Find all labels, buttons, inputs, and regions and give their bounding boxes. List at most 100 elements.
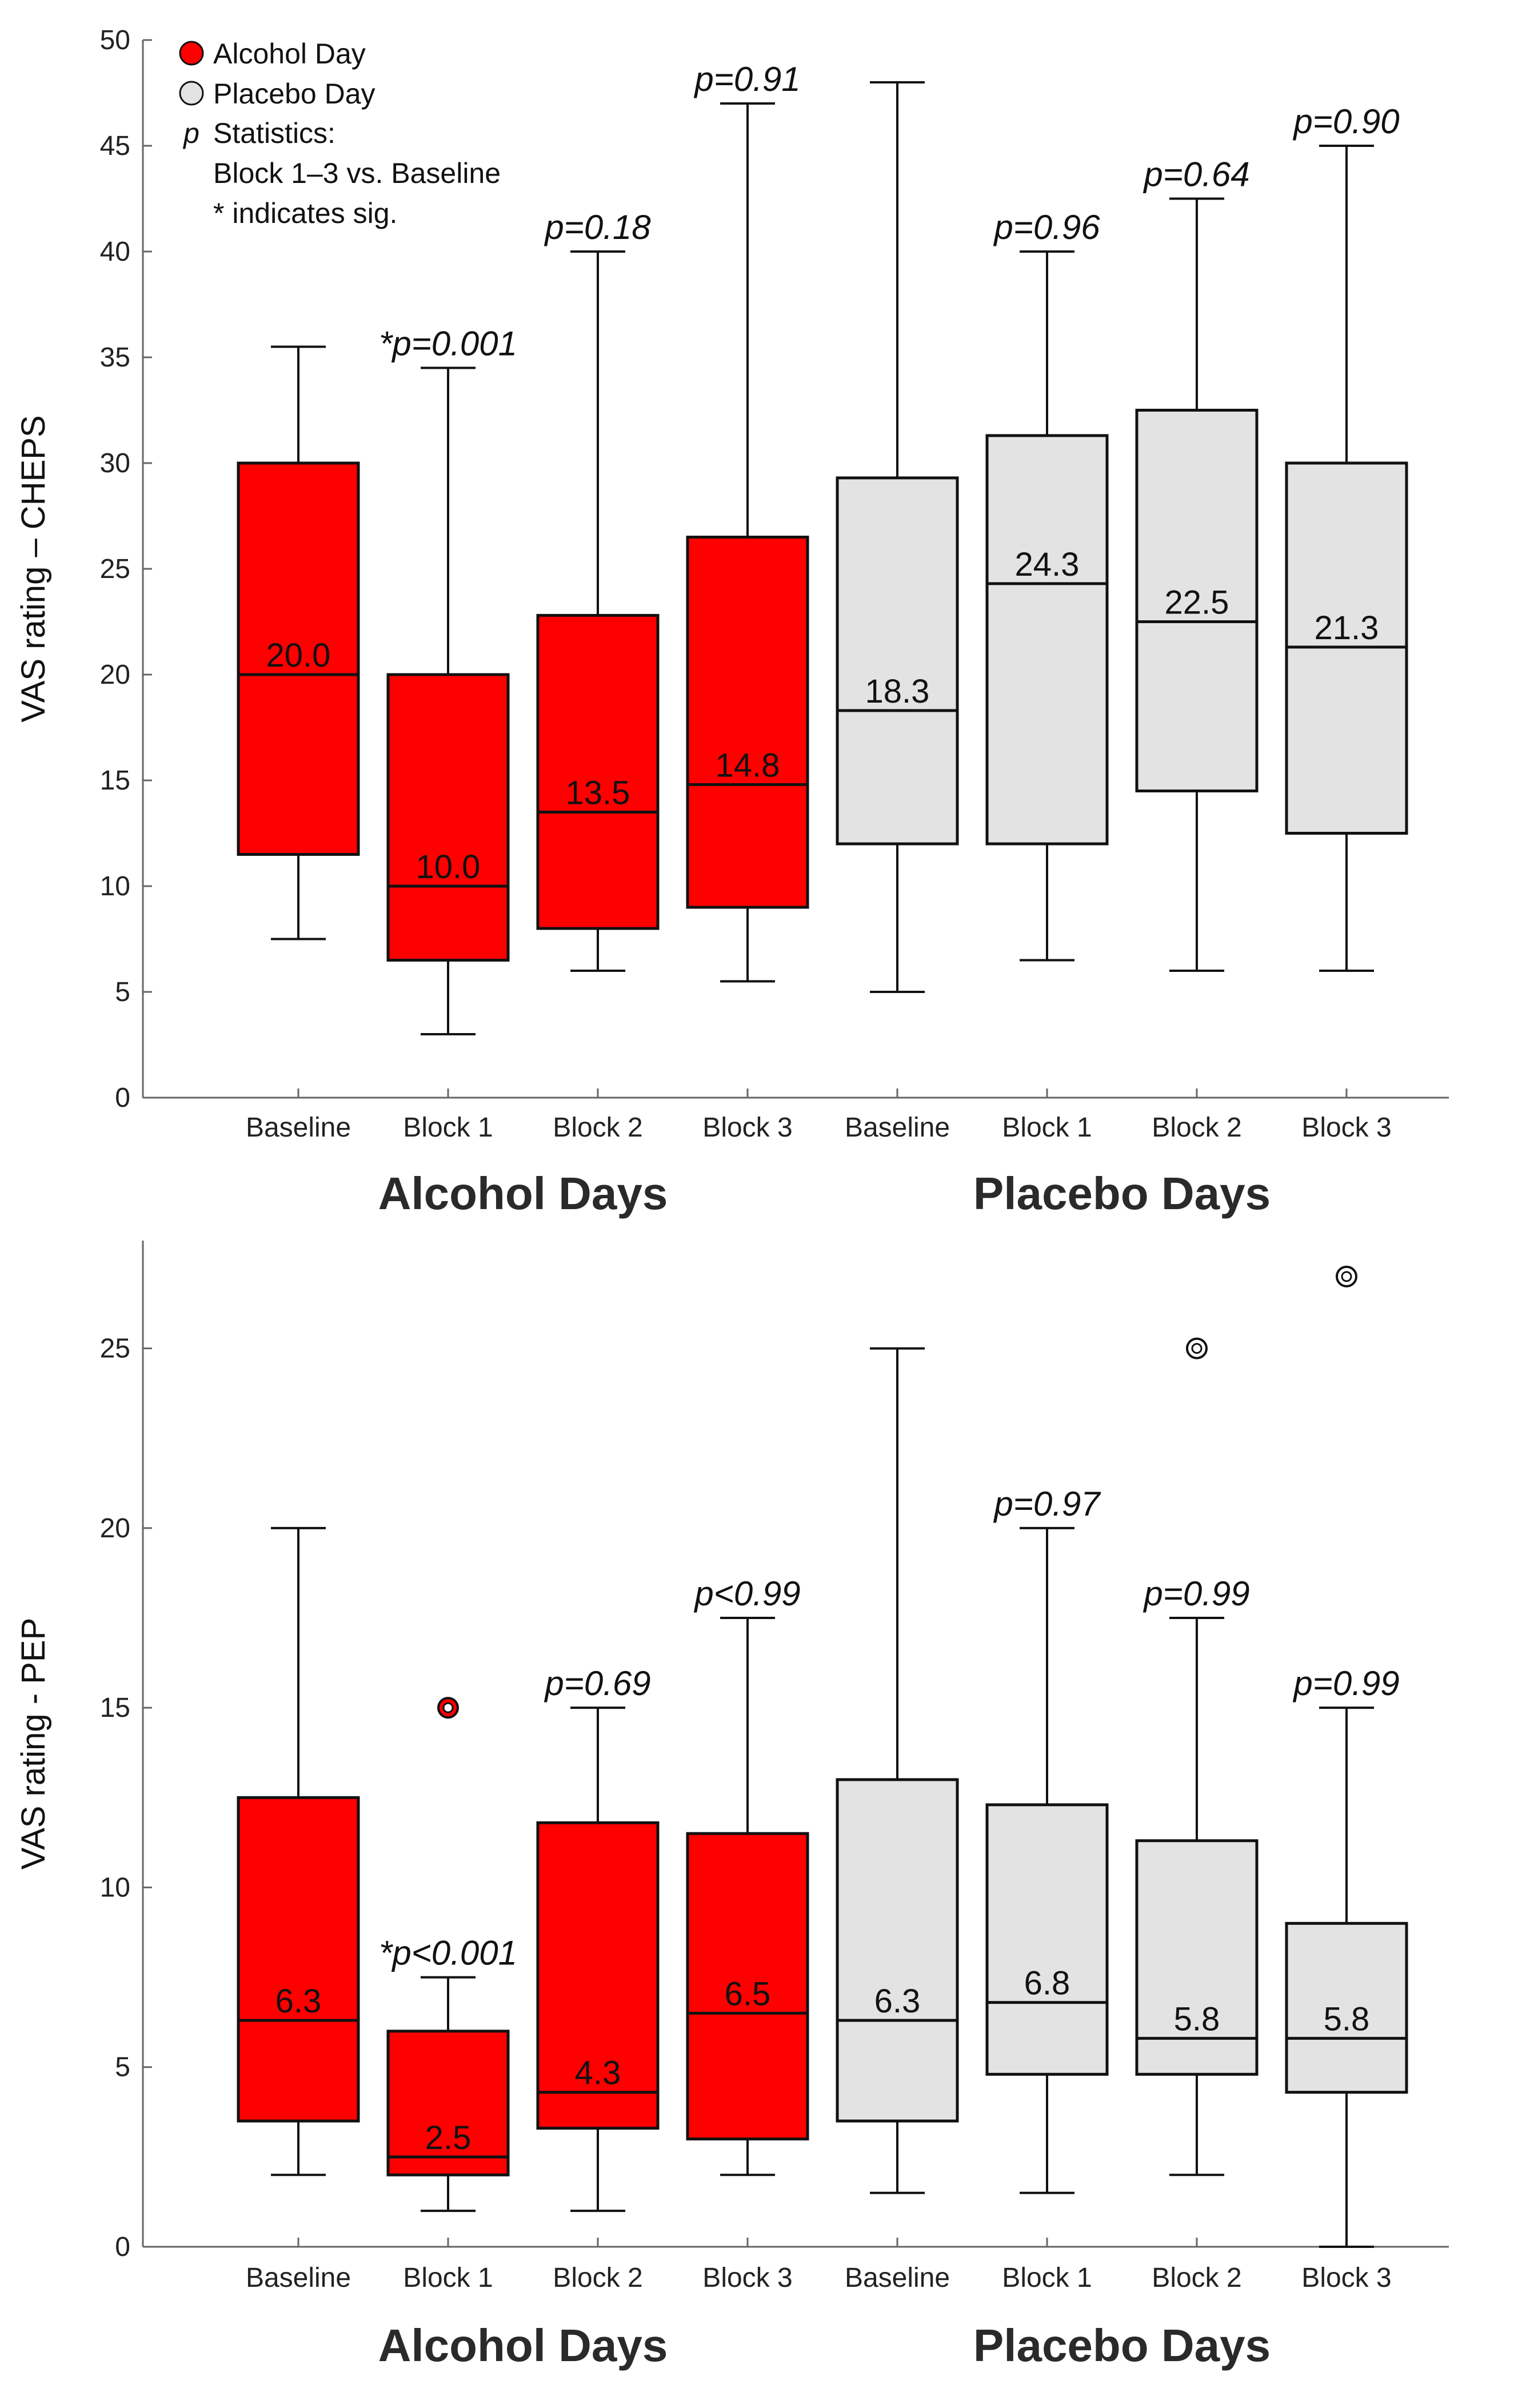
box-pep-6: 5.8 p=0.99 <box>1135 1337 1259 2176</box>
box-iqr <box>237 461 360 856</box>
box-iqr <box>536 1821 660 2130</box>
box-pep-4: 6.3 <box>836 1347 959 2194</box>
y-tick-label: 5 <box>115 977 130 1007</box>
p-value-label: p=0.99 <box>1143 1574 1249 1613</box>
x-tick-label: Block 2 <box>553 1113 642 1143</box>
median-label: 5.8 <box>1174 2000 1220 2038</box>
group-label: Alcohol Days <box>378 1168 668 1219</box>
p-value-label: p=0.96 <box>993 208 1100 246</box>
outlier-point-inner <box>442 1702 454 1713</box>
x-tick-label: Block 1 <box>1002 2263 1092 2293</box>
median-label: 6.5 <box>725 1975 771 2012</box>
median-label: 6.3 <box>275 1983 322 2020</box>
box-iqr <box>386 673 510 962</box>
box-iqr <box>1285 1921 1408 2094</box>
chart-panel-cheps: 0 5 10 15 20 25 30 35 40 45 50 VAS rating – CHEPS Ba… <box>15 25 1449 1219</box>
x-tick-label: Block 3 <box>1301 2263 1391 2293</box>
box-cheps-6: 22.5 p=0.64 <box>1135 156 1259 972</box>
y-axis-title: VAS rating - PEP <box>15 1618 52 1870</box>
median-label: 10.0 <box>416 848 481 886</box>
median-label: 14.8 <box>716 747 780 784</box>
p-value-label: p=0.69 <box>544 1664 650 1703</box>
box-cheps-0: 20.0 <box>237 345 360 940</box>
x-tick-label: Block 1 <box>403 1113 493 1143</box>
legend-marker <box>179 41 204 66</box>
x-tick-label: Baseline <box>845 2263 950 2293</box>
legend-stat-line: * indicates sig. <box>213 197 397 229</box>
p-value-label: *p<0.001 <box>379 1934 517 1972</box>
box-pep-1: 2.5 *p<0.001 <box>379 1697 517 2212</box>
outlier-point-inner <box>1341 1271 1352 1282</box>
median-label: 22.5 <box>1165 584 1229 621</box>
box-cheps-4: 18.3 <box>836 81 959 993</box>
x-tick-label: Baseline <box>246 2263 351 2293</box>
legend-stat-line: Statistics: <box>213 117 335 149</box>
y-axis-title: VAS rating – CHEPS <box>15 415 52 722</box>
y-tick-label: 30 <box>100 448 130 479</box>
p-value-label: p=0.91 <box>693 60 800 98</box>
chart-panel-pep: 0 5 10 15 20 25 VAS rating - PEP Baseline Block … <box>15 1241 1449 2371</box>
y-tick-label: 15 <box>100 1693 130 1723</box>
box-iqr <box>985 1803 1109 2076</box>
legend: Alcohol Day Placebo Day p Statistics: Block … <box>179 38 501 229</box>
group-label: Placebo Days <box>973 2320 1271 2371</box>
box-iqr <box>985 434 1109 846</box>
p-value-label: p=0.64 <box>1143 156 1249 194</box>
y-tick-label: 25 <box>100 1334 130 1364</box>
group-label: Placebo Days <box>973 1168 1271 1219</box>
box-iqr <box>836 1778 959 2123</box>
box-cheps-7: 21.3 p=0.90 <box>1285 102 1408 972</box>
box-pep-3: 6.5 p<0.99 <box>686 1574 809 2176</box>
x-tick-label: Block 3 <box>702 1113 792 1143</box>
box-pep-0: 6.3 <box>237 1526 360 2176</box>
median-label: 2.5 <box>425 2119 472 2156</box>
y-tick-label: 0 <box>115 1083 130 1113</box>
p-value-label: p=0.18 <box>544 208 651 246</box>
median-label: 4.3 <box>575 2055 621 2092</box>
x-tick-label: Block 1 <box>403 2263 493 2293</box>
legend-marker <box>179 81 204 106</box>
outlier-point-inner <box>1191 1343 1203 1354</box>
x-tick-label: Baseline <box>246 1113 351 1143</box>
box-iqr <box>686 1832 809 2140</box>
y-tick-label: 25 <box>100 554 130 584</box>
box-iqr <box>1135 1839 1259 2076</box>
median-label: 5.8 <box>1324 2000 1370 2038</box>
x-tick-label: Block 3 <box>1301 1113 1391 1143</box>
box-iqr <box>386 2030 510 2176</box>
box-cheps-3: 14.8 p=0.91 <box>686 60 809 983</box>
p-value-label: *p=0.001 <box>379 325 517 363</box>
x-tick-label: Block 3 <box>702 2263 792 2293</box>
y-tick-label: 20 <box>100 1513 130 1544</box>
box-cheps-1: 10.0 *p=0.001 <box>379 325 517 1035</box>
group-label: Alcohol Days <box>378 2320 668 2371</box>
box-iqr <box>536 613 660 930</box>
legend-item-label: Alcohol Day <box>213 38 366 70</box>
y-tick-label: 45 <box>100 131 130 161</box>
box-cheps-5: 24.3 p=0.96 <box>985 208 1109 962</box>
p-value-label: p=0.97 <box>993 1485 1101 1523</box>
legend-stat-line: Block 1–3 vs. Baseline <box>213 157 501 189</box>
box-pep-7: 5.8 p=0.99 <box>1285 1265 1408 2248</box>
p-value-label: p<0.99 <box>693 1574 800 1613</box>
y-tick-label: 15 <box>100 766 130 796</box>
median-label: 18.3 <box>865 673 930 710</box>
y-tick-label: 0 <box>115 2232 130 2262</box>
legend-p-symbol: p <box>182 117 199 149</box>
box-iqr <box>237 1796 360 2123</box>
x-tick-label: Block 2 <box>1152 1113 1241 1143</box>
y-tick-label: 50 <box>100 25 130 55</box>
y-tick-label: 10 <box>100 1872 130 1903</box>
box-iqr <box>1135 409 1259 792</box>
box-iqr <box>836 476 959 846</box>
x-tick-label: Block 2 <box>1152 2263 1241 2293</box>
box-pep-5: 6.8 p=0.97 <box>985 1485 1109 2194</box>
box-pep-2: 4.3 p=0.69 <box>536 1664 660 2212</box>
legend-item-label: Placebo Day <box>213 78 375 110</box>
p-value-label: p=0.90 <box>1292 102 1399 141</box>
y-tick-label: 35 <box>100 342 130 373</box>
median-label: 13.5 <box>566 775 630 812</box>
box-iqr <box>686 536 809 909</box>
median-label: 21.3 <box>1315 609 1379 647</box>
median-label: 6.8 <box>1024 1965 1070 2002</box>
